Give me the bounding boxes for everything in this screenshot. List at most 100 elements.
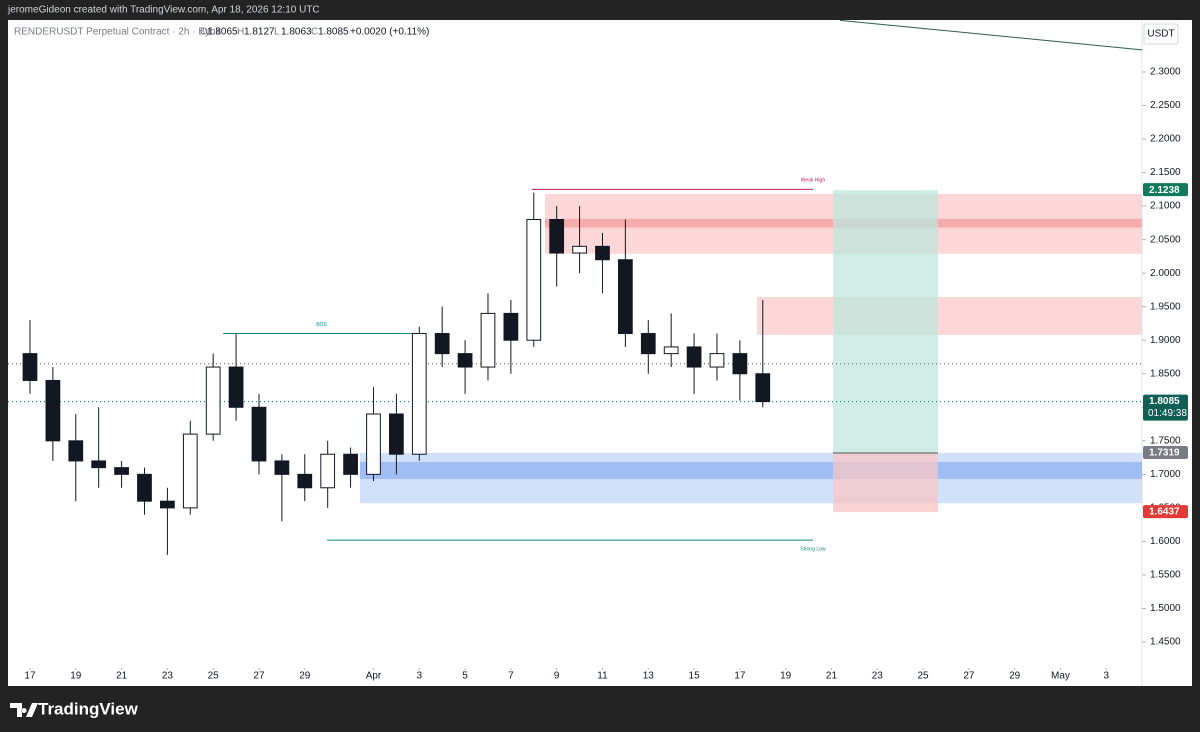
x-tick-label: 3 (1103, 671, 1109, 682)
candle-body (686, 346, 702, 368)
x-tick-label: 7 (508, 671, 514, 682)
x-tick-label: 29 (299, 671, 311, 682)
credit: jeromeGideon created with TradingView.co… (7, 5, 320, 16)
level-label: BOS (316, 322, 327, 328)
legend-change: +0.0020 (+0.11%) (350, 27, 429, 38)
x-tick-label: 15 (689, 671, 701, 682)
currency: USDT (1147, 29, 1174, 40)
zone (359, 461, 1142, 480)
y-tick-label: 2.2000 (1150, 134, 1181, 145)
price-label-box (1143, 505, 1188, 519)
x-tick-label: 23 (872, 671, 884, 682)
candle-body (114, 467, 129, 475)
x-tick-label: 23 (162, 671, 174, 682)
legend-value: 1.8065 (207, 27, 238, 38)
candle-body (618, 259, 633, 335)
candle-body (228, 366, 244, 408)
price-label: 1.8085 (1149, 396, 1180, 407)
price-label: 1.7319 (1149, 448, 1180, 459)
price-label-box (1143, 394, 1188, 421)
price-label-box (1143, 183, 1188, 197)
candle-body (137, 473, 152, 502)
level-label: Weak High (801, 178, 826, 184)
candle-body (480, 312, 496, 368)
level-label: Strong Low (800, 546, 826, 552)
x-tick-label: 17 (734, 671, 746, 682)
legend-key: H (237, 27, 244, 38)
candle-body (274, 460, 290, 475)
candle-body (457, 353, 473, 368)
candle-body (160, 500, 175, 509)
candle-body (663, 346, 679, 355)
y-tick-label: 1.7500 (1150, 435, 1181, 446)
candle-body (411, 333, 427, 455)
price-label-box (1143, 445, 1188, 459)
candle-body (389, 413, 404, 455)
ohlc-legend: RENDERUSDT Perpetual Contract · 2h · Byb… (14, 27, 429, 38)
x-tick-label: 19 (780, 671, 792, 682)
candle-body (22, 353, 38, 381)
trendline (839, 19, 1143, 51)
candle-body (182, 433, 198, 509)
candle-body (732, 353, 748, 375)
currency-box (1143, 23, 1179, 45)
position-loss (833, 452, 938, 513)
x-tick-label: 27 (253, 671, 265, 682)
x-tick-label: 17 (24, 671, 36, 682)
candle-body (572, 245, 587, 254)
candle-body (366, 413, 381, 475)
y-tick-label: 2.3000 (1150, 67, 1181, 78)
candle-body (595, 245, 610, 261)
x-tick-label: 27 (963, 671, 975, 682)
x-tick-label: 19 (70, 671, 82, 682)
y-tick-label: 1.7000 (1150, 469, 1181, 480)
candle-body (709, 353, 725, 368)
y-tick-label: 1.4500 (1150, 637, 1181, 648)
y-tick-label: 1.5000 (1150, 603, 1181, 614)
price-label: 1.6437 (1149, 507, 1180, 518)
x-tick-label: May (1051, 671, 1070, 682)
candle-body (297, 473, 313, 489)
candle-body (251, 406, 267, 462)
candle-body (320, 453, 336, 489)
y-tick-label: 1.5500 (1150, 570, 1181, 581)
brand: TradingView (38, 699, 139, 718)
candle-body (755, 373, 771, 403)
x-tick-label: 25 (208, 671, 220, 682)
legend-key: L (274, 27, 280, 38)
y-tick-label: 1.8500 (1150, 368, 1181, 379)
candle-body (91, 460, 107, 469)
candle-body (343, 453, 358, 475)
candle-body (45, 379, 61, 442)
legend-value: 1.8127 (244, 27, 275, 38)
legend-key: C (311, 27, 318, 38)
x-tick-label: 21 (116, 671, 128, 682)
y-tick-label: 2.0000 (1150, 268, 1181, 279)
candle-body (434, 333, 450, 355)
zone (757, 296, 1142, 335)
x-tick-label: 5 (462, 671, 468, 682)
y-tick-label: 2.1500 (1150, 167, 1181, 178)
logo-icon (10, 703, 38, 717)
x-tick-label: Apr (366, 671, 382, 682)
chart-background (8, 20, 1192, 686)
candle-body (549, 219, 565, 254)
x-tick-label: 29 (1009, 671, 1021, 682)
position-profit (833, 190, 938, 453)
symbol-title: RENDERUSDT Perpetual Contract · 2h · Byb… (14, 27, 221, 38)
x-tick-label: 21 (826, 671, 838, 682)
x-tick-label: 11 (597, 671, 608, 682)
y-tick-label: 1.9500 (1150, 301, 1181, 312)
legend-value: 1.8063 (281, 27, 312, 38)
y-tick-label: 2.1000 (1150, 201, 1181, 212)
candle-body (503, 312, 519, 341)
y-tick-label: 2.2500 (1150, 100, 1181, 111)
legend-key: O (200, 27, 208, 38)
y-tick-label: 2.0500 (1150, 234, 1181, 245)
y-tick-label: 1.9000 (1150, 335, 1181, 346)
countdown: 01:49:38 (1148, 408, 1187, 419)
x-tick-label: 13 (643, 671, 655, 682)
price-label: 2.1238 (1149, 185, 1180, 196)
x-tick-label: 3 (416, 671, 422, 682)
